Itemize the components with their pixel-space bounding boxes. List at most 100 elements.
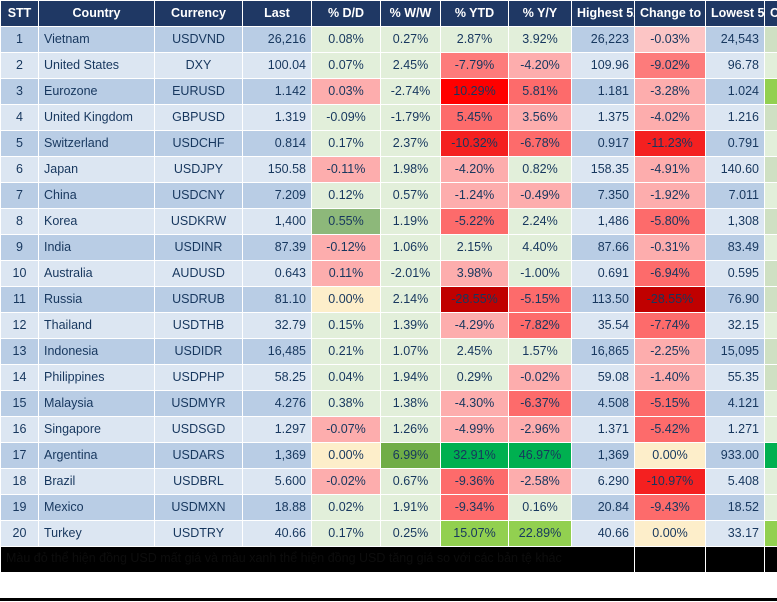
cell-ytd: -5.22% <box>440 208 509 235</box>
cell-currency: USDBRL <box>154 468 243 495</box>
cell-dd: -0.07% <box>311 416 381 443</box>
cell-country: Turkey <box>38 520 155 547</box>
cell-yy: -0.02% <box>508 364 572 391</box>
cell-dd: 0.17% <box>311 520 381 547</box>
cell-low52: 1.216 <box>705 104 765 131</box>
cell-dd: 0.21% <box>311 338 381 365</box>
col-header-dd[interactable]: % D/D <box>311 0 381 27</box>
cell-chg_h52: -11.23% <box>634 130 706 157</box>
cell-country: Philippines <box>38 364 155 391</box>
table-row: 10 Australia AUDUSD 0.643 0.11% -2.01% 3.98% -1… <box>0 260 777 287</box>
cell-stt: 6 <box>0 156 39 183</box>
cell-chg_l52: 7.10% <box>764 156 777 183</box>
cell-stt: 2 <box>0 52 39 79</box>
cell-last: 1.319 <box>242 104 312 131</box>
cell-dd: 0.00% <box>311 442 381 469</box>
cell-ytd: -4.20% <box>440 156 509 183</box>
cell-last: 1.297 <box>242 416 312 443</box>
cell-ytd: 32.91% <box>440 442 509 469</box>
cell-ww: -2.01% <box>380 260 441 287</box>
cell-low52: 15,095 <box>705 338 765 365</box>
cell-low52: 96.78 <box>705 52 765 79</box>
cell-chg_l52: 6.82% <box>764 26 777 53</box>
cell-currency: USDINR <box>154 234 243 261</box>
cell-ww: 1.38% <box>380 390 441 417</box>
col-header-stt[interactable]: STT <box>0 0 39 27</box>
cell-ww: 0.67% <box>380 468 441 495</box>
cell-chg_h52: -5.42% <box>634 416 706 443</box>
cell-low52: 7.011 <box>705 182 765 209</box>
cell-low52: 1.271 <box>705 416 765 443</box>
cell-high52: 1,369 <box>571 442 635 469</box>
cell-stt: 13 <box>0 338 39 365</box>
cell-high52: 7.350 <box>571 182 635 209</box>
cell-low52: 24,543 <box>705 26 765 53</box>
cell-ytd: -4.99% <box>440 416 509 443</box>
cell-ytd: -1.24% <box>440 182 509 209</box>
cell-ww: 2.45% <box>380 52 441 79</box>
cell-chg_l52: 4.68% <box>764 234 777 261</box>
cell-last: 87.39 <box>242 234 312 261</box>
cell-low52: 0.791 <box>705 130 765 157</box>
col-header-currency[interactable]: Currency <box>154 0 243 27</box>
cell-dd: -0.12% <box>311 234 381 261</box>
table-header: STT Country Currency Last % D/D % W/W % … <box>0 0 777 27</box>
cell-ww: 0.27% <box>380 26 441 53</box>
cell-ytd: 2.15% <box>440 234 509 261</box>
table-row: 12 Thailand USDTHB 32.79 0.15% 1.39% -4.29% -7.… <box>0 312 777 339</box>
cell-low52: 83.49 <box>705 234 765 261</box>
cell-high52: 59.08 <box>571 364 635 391</box>
cell-chg_h52: -4.91% <box>634 156 706 183</box>
col-header-ww[interactable]: % W/W <box>380 0 441 27</box>
cell-yy: -6.37% <box>508 390 572 417</box>
cell-chg_l52: 5.46% <box>764 286 777 313</box>
cell-chg_h52: -0.03% <box>634 26 706 53</box>
footer-cell-blank-1 <box>634 546 706 573</box>
cell-yy: -5.15% <box>508 286 572 313</box>
table-row: 16 Singapore USDSGD 1.297 -0.07% 1.26% -4.99% -… <box>0 416 777 443</box>
cell-currency: USDARS <box>154 442 243 469</box>
cell-ww: -2.74% <box>380 78 441 105</box>
table-row: 15 Malaysia USDMYR 4.276 0.38% 1.38% -4.30% -6.… <box>0 390 777 417</box>
footer-cell-blank-3 <box>764 546 777 573</box>
cell-country: China <box>38 182 155 209</box>
col-header-low52[interactable]: Lowest 52W <box>705 0 765 27</box>
footer-cell-blank-2 <box>705 546 765 573</box>
col-header-change-h52[interactable]: Change to H52W <box>634 0 706 27</box>
cell-chg_h52: -28.55% <box>634 286 706 313</box>
cell-high52: 113.50 <box>571 286 635 313</box>
cell-yy: 3.56% <box>508 104 572 131</box>
cell-chg_h52: -6.94% <box>634 260 706 287</box>
col-header-yy[interactable]: % Y/Y <box>508 0 572 27</box>
cell-country: Japan <box>38 156 155 183</box>
cell-yy: -1.00% <box>508 260 572 287</box>
cell-ytd: 5.45% <box>440 104 509 131</box>
cell-country: United States <box>38 52 155 79</box>
cell-country: Thailand <box>38 312 155 339</box>
col-header-country[interactable]: Country <box>38 0 155 27</box>
cell-ww: 1.98% <box>380 156 441 183</box>
cell-currency: EURUSD <box>154 78 243 105</box>
cell-ytd: -9.34% <box>440 494 509 521</box>
cell-ww: -1.79% <box>380 104 441 131</box>
cell-last: 81.10 <box>242 286 312 313</box>
col-header-ytd[interactable]: % YTD <box>440 0 509 27</box>
table-row: 1 Vietnam USDVND 26,216 0.08% 0.27% 2.87% 3.92%… <box>0 26 777 53</box>
cell-ww: 1.91% <box>380 494 441 521</box>
col-header-last[interactable]: Last <box>242 0 312 27</box>
cell-chg_l52: 46.73% <box>764 442 777 469</box>
cell-country: India <box>38 234 155 261</box>
cell-last: 18.88 <box>242 494 312 521</box>
cell-dd: 0.12% <box>311 182 381 209</box>
cell-currency: USDMXN <box>154 494 243 521</box>
cell-dd: 0.55% <box>311 208 381 235</box>
col-header-high52[interactable]: Highest 52W <box>571 0 635 27</box>
col-header-change-l52[interactable]: Change to L52W <box>764 0 777 27</box>
cell-high52: 1.371 <box>571 416 635 443</box>
cell-ww: 2.37% <box>380 130 441 157</box>
cell-ytd: 2.45% <box>440 338 509 365</box>
cell-currency: GBPUSD <box>154 104 243 131</box>
cell-yy: -0.49% <box>508 182 572 209</box>
cell-ww: 0.57% <box>380 182 441 209</box>
cell-ytd: 10.29% <box>440 78 509 105</box>
